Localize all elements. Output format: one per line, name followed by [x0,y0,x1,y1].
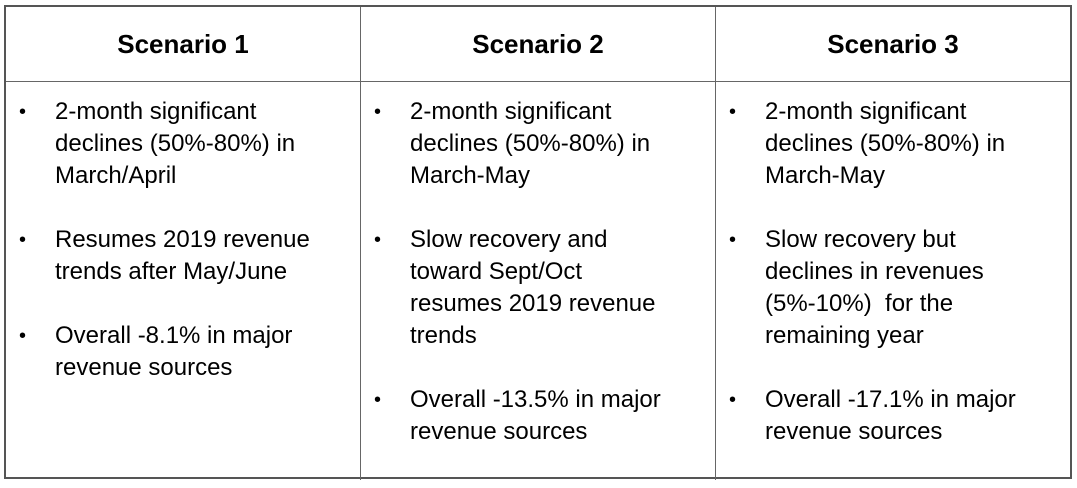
bullet-line: March/April [55,162,177,189]
bullet-icon: • [19,325,27,347]
scenario-3-header: Scenario 3 [716,7,1070,82]
bullet-line: Overall -8.1% in major [55,322,293,349]
bullet-icon: • [374,101,382,123]
bullet-line: declines in revenues [765,258,984,285]
list-item: • Slow recovery but declines in revenues… [729,224,1070,352]
bullet-icon: • [729,101,737,123]
bullet-line: toward Sept/Oct [410,258,583,285]
bullet-icon: • [729,389,737,411]
scenario-1-title: Scenario 1 [117,28,249,59]
bullet-line: declines (50%-80%) in [765,130,1006,157]
list-item: • Overall -13.5% in major revenue source… [374,384,715,448]
bullet-line: (5%-10%) for the [765,290,954,317]
list-item: • Slow recovery and toward Sept/Oct resu… [374,224,715,352]
bullet-icon: • [19,229,27,251]
bullet-line: 2-month significant [765,98,967,125]
scenario-2-title: Scenario 2 [472,28,604,59]
bullet-line: March-May [410,162,531,189]
bullet-icon: • [374,229,382,251]
list-item: • 2-month significant declines (50%-80%)… [729,96,1070,192]
bullet-line: 2-month significant [410,98,612,125]
list-item: • Resumes 2019 revenue trends after May/… [19,224,360,288]
bullet-icon: • [374,389,382,411]
bullet-line: Resumes 2019 revenue [55,226,310,253]
bullet-line: resumes 2019 revenue [410,290,656,317]
scenario-3-bullet-list: • 2-month significant declines (50%-80%)… [716,96,1070,448]
bullet-line: Slow recovery and [410,226,608,253]
bullet-line: Slow recovery but [765,226,956,253]
scenarios-table: Scenario 1 Scenario 2 Scenario 3 • 2-mon… [4,5,1072,480]
list-item: • 2-month significant declines (50%-80%)… [19,96,360,192]
bullet-line: Overall -17.1% in major [765,386,1016,413]
bullet-line: revenue sources [410,418,588,445]
scenario-2-bullet-list: • 2-month significant declines (50%-80%)… [361,96,715,448]
list-item: • 2-month significant declines (50%-80%)… [374,96,715,192]
scenario-3-title: Scenario 3 [827,28,959,59]
scenario-1-bullet-list: • 2-month significant declines (50%-80%)… [6,96,360,384]
bullet-line: declines (50%-80%) in [410,130,651,157]
bullet-line: revenue sources [765,418,943,445]
bullet-icon: • [729,229,737,251]
bullet-line: remaining year [765,322,924,349]
list-item: • Overall -17.1% in major revenue source… [729,384,1070,448]
scenario-1-header: Scenario 1 [6,7,361,82]
bullet-line: 2-month significant [55,98,257,125]
scenario-3-body: • 2-month significant declines (50%-80%)… [716,82,1070,480]
bullet-line: March-May [765,162,886,189]
bullet-line: trends [410,322,477,349]
scenario-2-header: Scenario 2 [361,7,716,82]
bullet-line: trends after May/June [55,258,288,285]
bullet-line: Overall -13.5% in major [410,386,661,413]
scenario-2-body: • 2-month significant declines (50%-80%)… [361,82,716,480]
scenario-1-body: • 2-month significant declines (50%-80%)… [6,82,361,480]
bullet-line: revenue sources [55,354,233,381]
list-item: • Overall -8.1% in major revenue sources [19,320,360,384]
bullet-icon: • [19,101,27,123]
bullet-line: declines (50%-80%) in [55,130,296,157]
